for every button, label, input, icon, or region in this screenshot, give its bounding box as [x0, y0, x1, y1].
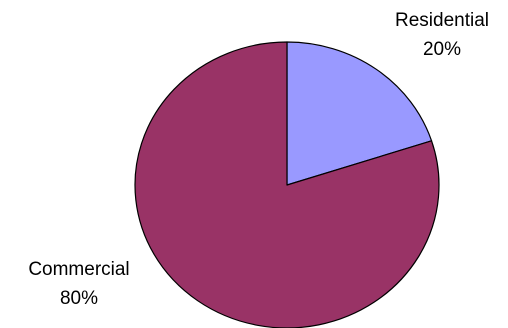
pie-slice-commercial: [134, 41, 440, 328]
pie-slice-residential: [286, 41, 433, 186]
pie-slices: [134, 41, 440, 328]
slice-label-residential-percent: 20%: [423, 39, 461, 60]
slice-label-residential-name: Residential: [395, 10, 489, 31]
slice-label-commercial-name: Commercial: [28, 259, 129, 280]
slice-label-commercial-percent: 80%: [60, 288, 98, 309]
